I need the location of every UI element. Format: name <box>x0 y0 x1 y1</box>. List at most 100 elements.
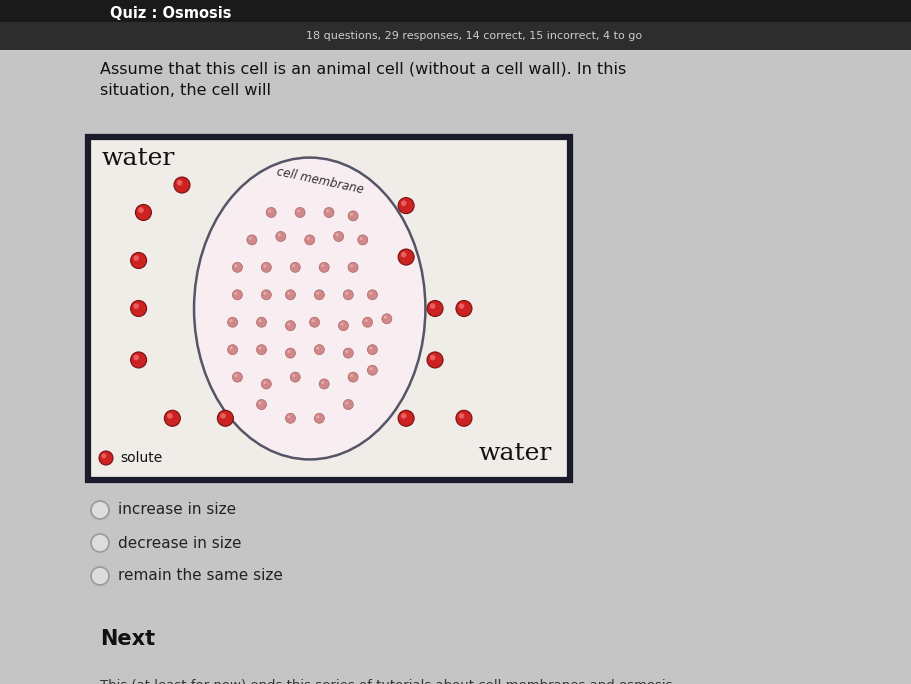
Circle shape <box>295 207 305 218</box>
Circle shape <box>459 413 465 419</box>
Circle shape <box>232 263 242 272</box>
Circle shape <box>288 323 291 326</box>
Circle shape <box>312 319 314 322</box>
Circle shape <box>350 374 353 377</box>
Circle shape <box>259 319 261 322</box>
Circle shape <box>133 303 139 309</box>
Text: Next: Next <box>100 629 155 649</box>
Circle shape <box>263 264 266 267</box>
Circle shape <box>345 350 348 353</box>
Circle shape <box>130 252 147 269</box>
Circle shape <box>276 231 286 241</box>
Circle shape <box>285 321 295 330</box>
Circle shape <box>304 235 314 245</box>
Circle shape <box>249 237 251 240</box>
Circle shape <box>91 567 109 585</box>
FancyBboxPatch shape <box>88 137 570 480</box>
Circle shape <box>232 372 242 382</box>
Circle shape <box>319 263 329 272</box>
Text: water: water <box>102 147 176 170</box>
Circle shape <box>133 355 139 360</box>
Circle shape <box>234 264 238 267</box>
Circle shape <box>136 205 151 220</box>
Circle shape <box>278 233 281 237</box>
Circle shape <box>230 347 232 350</box>
Circle shape <box>261 263 271 272</box>
Circle shape <box>324 207 334 218</box>
Circle shape <box>430 303 435 309</box>
Circle shape <box>297 209 300 213</box>
Circle shape <box>367 290 377 300</box>
Circle shape <box>177 180 182 185</box>
Circle shape <box>263 381 266 384</box>
Circle shape <box>369 367 373 370</box>
FancyBboxPatch shape <box>0 0 911 22</box>
Circle shape <box>288 292 291 295</box>
Circle shape <box>288 350 291 353</box>
Text: Quiz : Osmosis: Quiz : Osmosis <box>110 5 231 21</box>
Circle shape <box>316 415 320 418</box>
Circle shape <box>382 314 392 324</box>
Circle shape <box>285 290 295 300</box>
Circle shape <box>268 209 271 213</box>
Circle shape <box>291 372 301 382</box>
Text: increase in size: increase in size <box>118 503 236 518</box>
Circle shape <box>398 410 415 426</box>
Circle shape <box>358 235 368 245</box>
Circle shape <box>398 249 415 265</box>
Circle shape <box>401 413 406 419</box>
Circle shape <box>430 355 435 360</box>
Circle shape <box>322 264 324 267</box>
Ellipse shape <box>194 157 425 460</box>
Circle shape <box>133 255 139 261</box>
Circle shape <box>363 317 373 327</box>
Circle shape <box>288 415 291 418</box>
Circle shape <box>367 345 377 355</box>
Text: cell membrane: cell membrane <box>275 166 364 197</box>
Circle shape <box>263 292 266 295</box>
Circle shape <box>130 352 147 368</box>
Circle shape <box>316 347 320 350</box>
Circle shape <box>257 317 267 327</box>
Circle shape <box>167 413 173 419</box>
Circle shape <box>348 211 358 221</box>
Circle shape <box>310 317 320 327</box>
Circle shape <box>459 303 465 309</box>
Circle shape <box>261 379 271 389</box>
Circle shape <box>101 453 107 458</box>
Circle shape <box>348 372 358 382</box>
Circle shape <box>259 347 261 350</box>
Circle shape <box>398 198 415 213</box>
Circle shape <box>91 534 109 552</box>
Circle shape <box>247 235 257 245</box>
Circle shape <box>292 264 295 267</box>
Circle shape <box>232 290 242 300</box>
Circle shape <box>364 319 367 322</box>
Circle shape <box>401 252 406 257</box>
Circle shape <box>314 290 324 300</box>
Circle shape <box>345 402 348 404</box>
Circle shape <box>285 413 295 423</box>
Circle shape <box>343 348 353 358</box>
Circle shape <box>292 374 295 377</box>
Circle shape <box>261 290 271 300</box>
Text: decrease in size: decrease in size <box>118 536 241 551</box>
Circle shape <box>326 209 329 213</box>
Text: Assume that this cell is an animal cell (without a cell wall). In this
situation: Assume that this cell is an animal cell … <box>100 62 626 98</box>
Circle shape <box>350 264 353 267</box>
Circle shape <box>456 410 472 426</box>
Circle shape <box>307 237 310 240</box>
Circle shape <box>314 345 324 355</box>
Circle shape <box>234 374 238 377</box>
Circle shape <box>401 200 406 206</box>
Text: remain the same size: remain the same size <box>118 568 283 583</box>
Circle shape <box>319 379 329 389</box>
Circle shape <box>343 399 353 410</box>
Circle shape <box>367 365 377 376</box>
Circle shape <box>259 402 261 404</box>
Circle shape <box>91 501 109 519</box>
Circle shape <box>228 317 238 327</box>
Circle shape <box>257 345 267 355</box>
Circle shape <box>164 410 180 426</box>
Text: water: water <box>478 442 552 465</box>
